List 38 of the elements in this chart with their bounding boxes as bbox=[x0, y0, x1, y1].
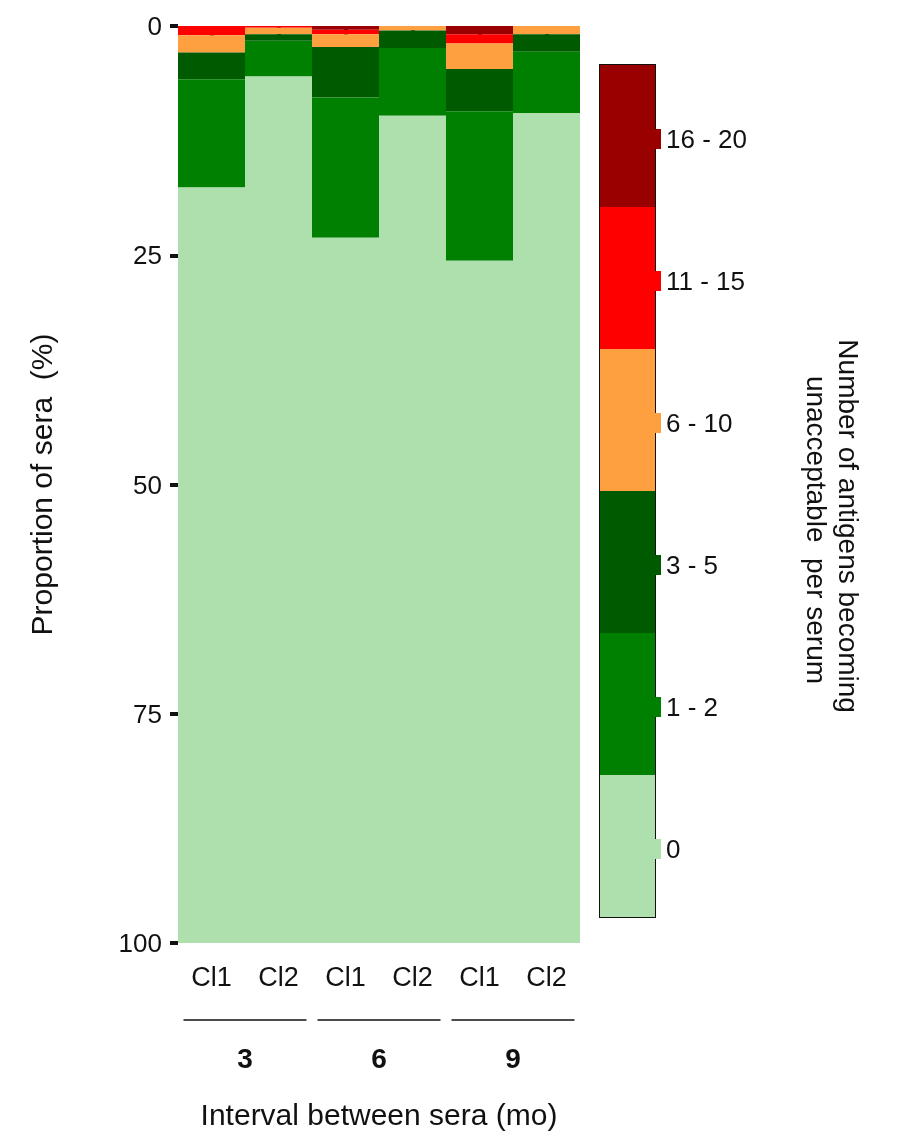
bar bbox=[513, 26, 580, 35]
y-tick-label: 25 bbox=[133, 240, 162, 271]
legend-label: 0 bbox=[666, 834, 681, 864]
text: 9 bbox=[505, 1042, 521, 1074]
bar bbox=[513, 34, 580, 52]
x-tick-label: Cl2 bbox=[526, 961, 567, 992]
y-tick-label: 0 bbox=[147, 11, 162, 41]
x-tick-label: Cl1 bbox=[191, 961, 232, 992]
legend-label: 3 - 5 bbox=[666, 550, 719, 580]
bar bbox=[178, 35, 245, 53]
bar bbox=[446, 43, 513, 70]
bar bbox=[379, 26, 446, 31]
y-tick-label: 100 bbox=[118, 928, 162, 958]
bar bbox=[446, 34, 513, 44]
legend-label: 11 - 15 bbox=[666, 266, 746, 296]
text: 6 bbox=[371, 1042, 387, 1074]
bar bbox=[178, 52, 245, 80]
legend-label: 1 - 2 bbox=[666, 692, 719, 722]
x-tick-label: Cl2 bbox=[258, 961, 299, 992]
x-tick-label: Cl2 bbox=[392, 961, 433, 992]
legend-label: 16 - 20 bbox=[666, 124, 747, 154]
x-tick-label: Cl1 bbox=[459, 961, 500, 992]
text: 3 bbox=[237, 1042, 253, 1074]
bar bbox=[245, 27, 312, 35]
legend-label: 6 - 10 bbox=[666, 408, 733, 438]
bar bbox=[245, 40, 312, 77]
y-tick-label: 50 bbox=[133, 469, 162, 500]
y-tick-label: 75 bbox=[133, 698, 162, 729]
bar bbox=[178, 79, 245, 188]
x-axis-title: Interval between sera (mo) bbox=[200, 1097, 558, 1131]
y-axis-title: Proportion of sera (%) bbox=[24, 333, 58, 636]
x-tick-label: Cl1 bbox=[325, 961, 366, 992]
bar bbox=[312, 34, 379, 48]
bar bbox=[446, 69, 513, 112]
bar bbox=[245, 34, 312, 41]
legend-title: Number of antigens becoming unacceptable per serum bbox=[800, 339, 864, 721]
bar bbox=[446, 26, 513, 35]
bar bbox=[312, 26, 379, 30]
